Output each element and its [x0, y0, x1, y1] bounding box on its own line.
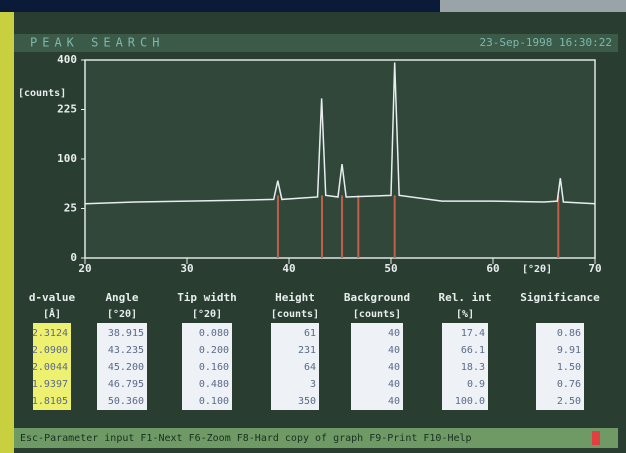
cell: 2.0044 [32, 362, 68, 373]
plot-area [85, 60, 595, 258]
cell: 40 [388, 379, 400, 390]
cell: 2.50 [557, 396, 581, 407]
x-axis-label: [°2θ] [522, 264, 552, 275]
cell: 0.86 [557, 328, 581, 339]
display: PEAK SEARCH 23-Sep-1998 16:30:22 Esc-Par… [0, 0, 626, 453]
column-unit: [counts] [271, 309, 319, 320]
column-header: Tip width [177, 291, 237, 304]
cell: 40 [388, 396, 400, 407]
y-tick-label: 100 [57, 152, 77, 165]
column-unit: [°2θ] [192, 309, 222, 320]
y-axis-label: [counts] [18, 88, 66, 99]
cell: 40 [388, 345, 400, 356]
bezel-edge [440, 0, 626, 12]
y-tick-label: 225 [57, 103, 77, 116]
cell: 0.200 [199, 345, 229, 356]
cell: 1.9397 [32, 379, 68, 390]
cell: 18.3 [461, 362, 485, 373]
column-header: d-value [29, 291, 76, 304]
column-unit: [%] [456, 309, 474, 320]
column-unit: [Å] [43, 307, 61, 320]
cell: 231 [298, 345, 316, 356]
cell: 350 [298, 396, 316, 407]
cell: 3 [310, 379, 316, 390]
y-tick-label: 400 [57, 53, 77, 66]
cell: 0.76 [557, 379, 581, 390]
cell: 46.795 [108, 379, 144, 390]
cursor [592, 431, 600, 445]
y-tick-label: 0 [70, 251, 77, 264]
cell: 45.200 [108, 362, 144, 373]
cell: 61 [304, 328, 316, 339]
column-unit: [°2θ] [107, 309, 137, 320]
column-header: Angle [105, 291, 138, 304]
bezel-edge [0, 0, 440, 12]
y-tick-label: 25 [64, 202, 77, 215]
cell: 9.91 [557, 345, 581, 356]
cell: 0.080 [199, 328, 229, 339]
column-header: Significance [520, 291, 600, 304]
cell: 2.3124 [32, 328, 68, 339]
screen: PEAK SEARCH 23-Sep-1998 16:30:22 Esc-Par… [0, 0, 626, 453]
cell: 0.100 [199, 396, 229, 407]
cell: 0.9 [467, 379, 485, 390]
cell: 17.4 [461, 328, 485, 339]
cell: 1.50 [557, 362, 581, 373]
column-header: Background [344, 291, 410, 304]
header-time: 23-Sep-1998 16:30:22 [480, 36, 612, 49]
cell: 66.1 [461, 345, 485, 356]
cell: 2.0900 [32, 345, 68, 356]
cell: 100.0 [455, 396, 485, 407]
header-title: PEAK SEARCH [30, 36, 164, 50]
cell: 43.235 [108, 345, 144, 356]
cell: 40 [388, 362, 400, 373]
bezel-left [0, 12, 14, 453]
footer-keys: Esc-Parameter input F1-Next F6-Zoom F8-H… [20, 433, 472, 444]
cell: 0.480 [199, 379, 229, 390]
cell: 38.915 [108, 328, 144, 339]
cell: 64 [304, 362, 316, 373]
column-header: Rel. int [439, 291, 492, 304]
cell: 40 [388, 328, 400, 339]
cell: 1.8105 [32, 396, 68, 407]
column-header: Height [275, 291, 315, 304]
cell: 0.160 [199, 362, 229, 373]
cell: 50.360 [108, 396, 144, 407]
column-unit: [counts] [353, 309, 401, 320]
